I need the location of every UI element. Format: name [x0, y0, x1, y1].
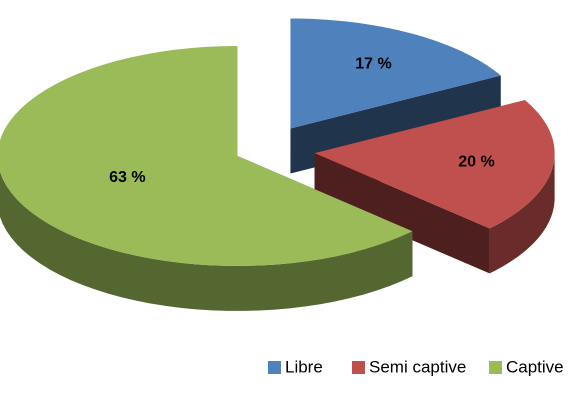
legend-label: Captive [506, 357, 564, 376]
legend-label: Libre [285, 357, 323, 376]
legend-swatch [352, 361, 365, 374]
data-label: 20 % [458, 154, 494, 171]
slice [314, 100, 555, 229]
legend-swatch [489, 361, 502, 374]
slice-wall [314, 153, 490, 274]
legend-swatch [268, 361, 281, 374]
slice-side [0, 171, 413, 311]
data-label: 63 % [109, 169, 145, 186]
data-label: 17 % [355, 55, 391, 72]
slice-side [489, 153, 555, 274]
slice [290, 18, 501, 129]
slice [0, 45, 413, 266]
legend-label: Semi captive [369, 357, 466, 376]
